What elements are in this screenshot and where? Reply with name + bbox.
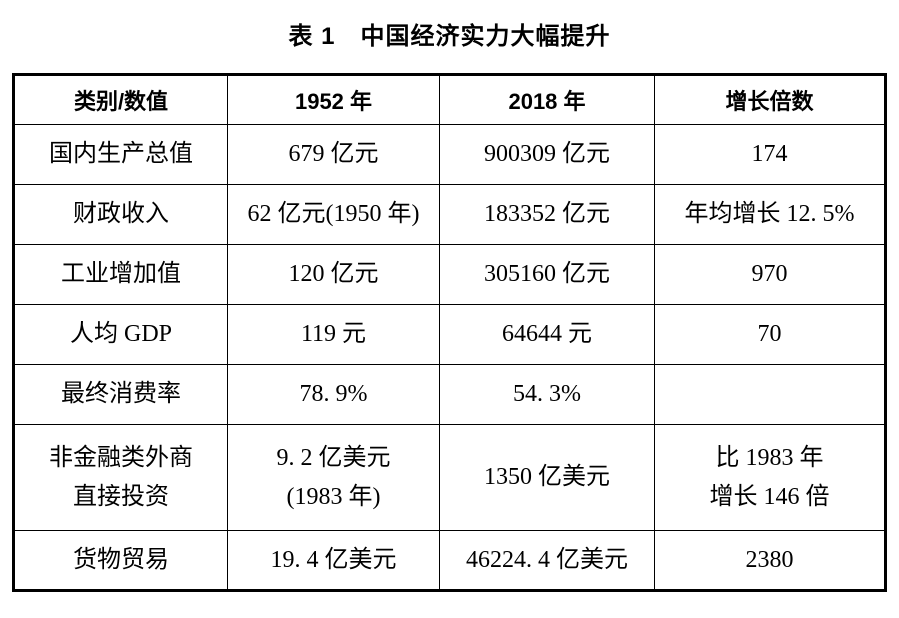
cell-category: 最终消费率	[13, 364, 228, 425]
cell-growth: 比 1983 年 增长 146 倍	[654, 424, 886, 531]
economy-table: 类别/数值 1952 年 2018 年 增长倍数 国内生产总值 679 亿元 9…	[12, 73, 887, 592]
cell-growth: 2380	[654, 530, 886, 591]
header-cell-1952: 1952 年	[227, 74, 440, 125]
cell-growth	[654, 364, 886, 425]
cell-2018: 46224. 4 亿美元	[439, 530, 655, 591]
table-row-gdp: 国内生产总值 679 亿元 900309 亿元 174	[13, 124, 886, 185]
cell-1952: 78. 9%	[227, 364, 440, 425]
cell-growth: 70	[654, 304, 886, 365]
cell-1952: 62 亿元(1950 年)	[227, 184, 440, 245]
cell-1952: 19. 4 亿美元	[227, 530, 440, 591]
cell-category: 非金融类外商 直接投资	[13, 424, 228, 531]
table-row-final-consumption-rate: 最终消费率 78. 9% 54. 3%	[13, 364, 886, 425]
table-row-fdi: 非金融类外商 直接投资 9. 2 亿美元 (1983 年) 1350 亿美元 比…	[13, 424, 886, 531]
cell-category: 工业增加值	[13, 244, 228, 305]
cell-2018: 305160 亿元	[439, 244, 655, 305]
table-row-industrial-value: 工业增加值 120 亿元 305160 亿元 970	[13, 244, 886, 305]
cell-category: 国内生产总值	[13, 124, 228, 185]
cell-1952: 120 亿元	[227, 244, 440, 305]
table-row-goods-trade: 货物贸易 19. 4 亿美元 46224. 4 亿美元 2380	[13, 530, 886, 591]
cell-category: 财政收入	[13, 184, 228, 245]
cell-2018: 54. 3%	[439, 364, 655, 425]
cell-1952: 119 元	[227, 304, 440, 365]
cell-1952: 9. 2 亿美元 (1983 年)	[227, 424, 440, 531]
header-cell-2018: 2018 年	[439, 74, 655, 125]
cell-2018: 64644 元	[439, 304, 655, 365]
table-header-row: 类别/数值 1952 年 2018 年 增长倍数	[13, 74, 886, 125]
cell-growth: 970	[654, 244, 886, 305]
cell-1952: 679 亿元	[227, 124, 440, 185]
cell-2018: 183352 亿元	[439, 184, 655, 245]
table-row-fiscal-revenue: 财政收入 62 亿元(1950 年) 183352 亿元 年均增长 12. 5%	[13, 184, 886, 245]
header-cell-category: 类别/数值	[13, 74, 228, 125]
cell-category: 人均 GDP	[13, 304, 228, 365]
cell-2018: 1350 亿美元	[439, 424, 655, 531]
table-row-gdp-per-capita: 人均 GDP 119 元 64644 元 70	[13, 304, 886, 365]
cell-growth: 174	[654, 124, 886, 185]
cell-2018: 900309 亿元	[439, 124, 655, 185]
header-cell-growth: 增长倍数	[654, 74, 886, 125]
cell-category: 货物贸易	[13, 530, 228, 591]
table-caption: 表 1 中国经济实力大幅提升	[288, 23, 611, 50]
cell-growth: 年均增长 12. 5%	[654, 184, 886, 245]
